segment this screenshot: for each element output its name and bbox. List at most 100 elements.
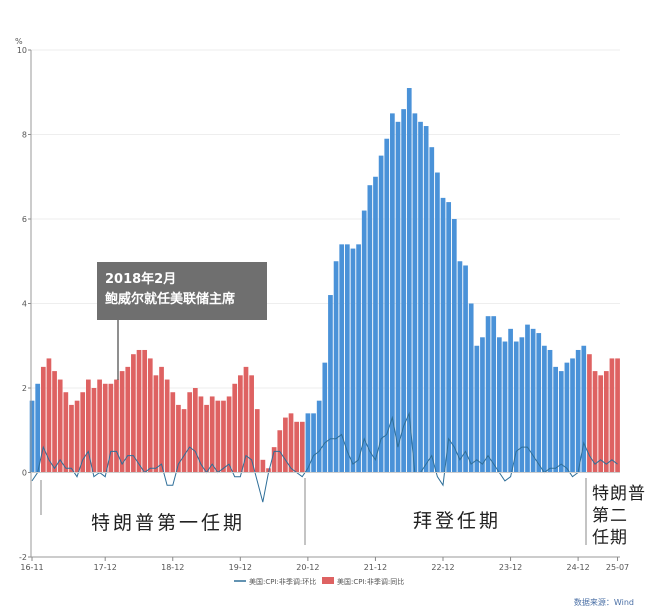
- yoy-bar: [260, 459, 266, 473]
- yoy-bar: [530, 328, 536, 473]
- yoy-bar: [209, 396, 215, 473]
- yoy-bar: [344, 244, 350, 473]
- yoy-bar: [80, 392, 86, 473]
- y-tick-label: -2: [19, 553, 27, 562]
- yoy-bar: [204, 404, 209, 473]
- yoy-bar: [86, 379, 91, 473]
- x-tick-label: 16-11: [20, 563, 43, 572]
- yoy-bar: [181, 409, 187, 473]
- yoy-bar: [198, 396, 204, 473]
- x-tick-label: 22-12: [431, 563, 454, 572]
- era-label-trump-first: 特朗普第一任期: [91, 512, 245, 534]
- era-label-trump-second-1: 特朗普: [592, 484, 646, 504]
- yoy-bar: [249, 375, 254, 473]
- y-tick-label: 2: [22, 384, 27, 393]
- x-tick-label: 23-12: [499, 563, 522, 572]
- yoy-bar: [418, 121, 423, 473]
- y-tick-label: 0: [22, 469, 27, 478]
- yoy-bar: [429, 147, 435, 473]
- yoy-bar: [322, 362, 328, 473]
- yoy-bar: [91, 388, 97, 473]
- yoy-bar: [564, 362, 570, 473]
- yoy-bar: [390, 113, 395, 473]
- yoy-bar: [221, 400, 226, 473]
- yoy-bar: [542, 345, 547, 473]
- era-label-biden: 拜登任期: [413, 510, 501, 532]
- yoy-bar: [575, 349, 581, 473]
- yoy-bar: [519, 337, 525, 473]
- yoy-bar: [316, 400, 322, 473]
- x-tick-label: 25-07: [606, 563, 629, 572]
- yoy-bar: [142, 349, 147, 473]
- yoy-bar: [367, 185, 373, 473]
- yoy-bar: [615, 358, 620, 473]
- yoy-bar: [480, 337, 485, 473]
- x-tick-label: 20-12: [296, 563, 319, 572]
- yoy-bar: [435, 172, 440, 473]
- yoy-bar: [226, 396, 232, 473]
- x-tick-label: 19-12: [229, 563, 252, 572]
- yoy-bar: [423, 126, 429, 473]
- yoy-bar: [356, 244, 361, 473]
- yoy-bar: [328, 295, 333, 473]
- y-tick-label: 8: [22, 131, 27, 140]
- yoy-bar: [176, 404, 181, 473]
- yoy-bar: [136, 349, 142, 473]
- yoy-bar: [97, 379, 102, 473]
- yoy-bar: [243, 366, 249, 473]
- yoy-bar: [598, 375, 604, 473]
- yoy-bar: [395, 121, 401, 473]
- annotation-box: [97, 262, 267, 320]
- yoy-bar: [35, 383, 41, 473]
- source-note: 数据来源：Wind: [574, 597, 634, 607]
- yoy-bar: [271, 447, 277, 473]
- yoy-bar: [468, 303, 474, 473]
- yoy-bar: [147, 358, 153, 473]
- yoy-bar: [153, 375, 159, 473]
- yoy-bar: [215, 400, 221, 473]
- yoy-bar: [305, 413, 311, 473]
- yoy-bar: [254, 409, 260, 473]
- yoy-bar: [232, 383, 238, 473]
- x-tick-label: 24-12: [566, 563, 589, 572]
- yoy-bar: [384, 138, 390, 473]
- yoy-bar: [131, 354, 136, 473]
- legend: 美国:CPI:非季调:环比 美国:CPI:非季调:同比: [234, 577, 404, 586]
- yoy-bar: [502, 341, 508, 473]
- yoy-bar: [401, 109, 406, 473]
- yoy-bar: [474, 345, 480, 473]
- yoy-bar: [361, 210, 367, 473]
- legend-yoy[interactable]: 美国:CPI:非季调:同比: [337, 577, 404, 586]
- yoy-bar: [74, 400, 80, 473]
- era-label-trump-second-3: 任期: [592, 528, 628, 548]
- x-tick-label: 17-12: [94, 563, 117, 572]
- yoy-bar: [311, 413, 316, 473]
- yoy-bar: [581, 345, 587, 473]
- yoy-bar: [114, 379, 119, 473]
- yoy-bar: [570, 358, 575, 473]
- yoy-bar: [412, 113, 418, 473]
- yoy-bar: [266, 468, 271, 473]
- yoy-bar: [40, 366, 46, 473]
- yoy-bar: [587, 354, 592, 473]
- yoy-bar: [159, 366, 164, 473]
- yoy-bar: [406, 88, 412, 473]
- yoy-bar: [339, 244, 345, 473]
- yoy-bar: [350, 248, 356, 473]
- y-unit-label: %: [15, 37, 23, 46]
- yoy-bar: [373, 176, 378, 473]
- annotation-text: 鲍威尔就任美联储主席: [105, 291, 235, 307]
- yoy-bar: [496, 337, 502, 473]
- legend-mom[interactable]: 美国:CPI:非季调:环比: [249, 577, 316, 586]
- yoy-bar: [553, 366, 558, 473]
- yoy-bar: [609, 358, 615, 473]
- yoy-bar: [547, 349, 553, 473]
- yoy-bar: [108, 383, 114, 473]
- yoy-bar: [457, 261, 463, 473]
- era-label-trump-second-2: 第二: [592, 506, 628, 526]
- x-tick-label: 21-12: [364, 563, 387, 572]
- yoy-bar: [57, 379, 63, 473]
- yoy-bar: [52, 371, 57, 473]
- yoy-bar: [238, 375, 243, 473]
